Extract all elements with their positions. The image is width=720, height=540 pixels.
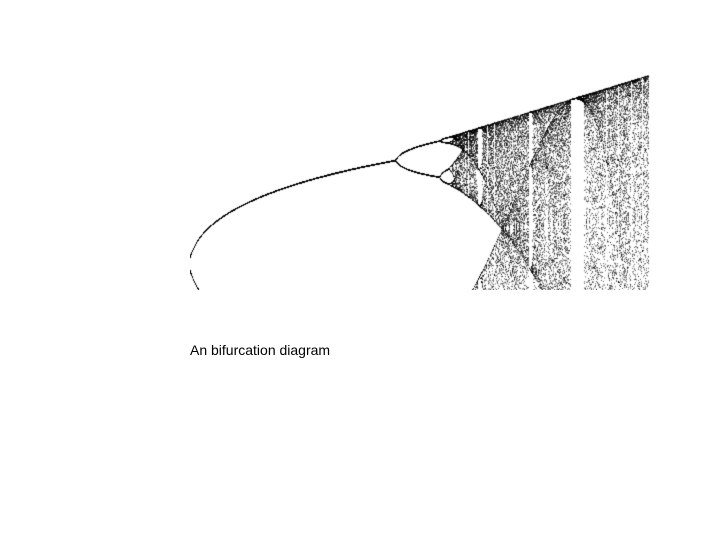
figure-container: An bifurcation diagram xyxy=(0,0,720,540)
bifurcation-canvas xyxy=(190,75,650,290)
figure-caption: An bifurcation diagram xyxy=(190,342,330,358)
